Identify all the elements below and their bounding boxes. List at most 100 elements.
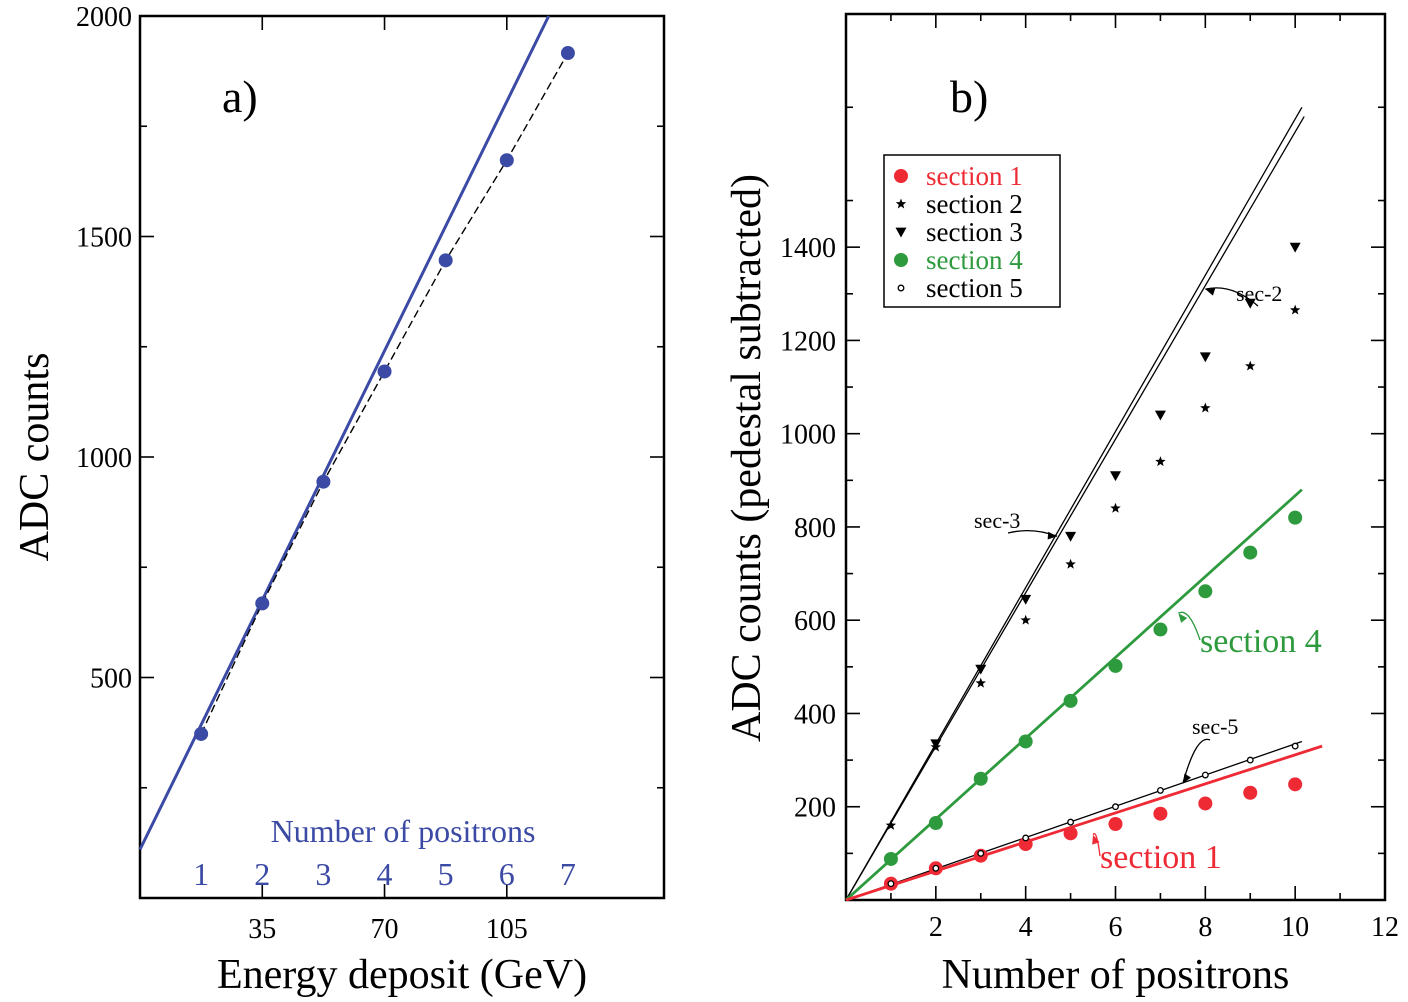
legend-label: section 3 [926, 217, 1023, 247]
data-point [1065, 558, 1076, 569]
data-point [1065, 531, 1077, 542]
annotation-label: section 1 [1100, 839, 1222, 876]
data-point [1153, 622, 1168, 637]
y-tick-label: 1000 [76, 443, 132, 474]
fit-line [845, 744, 1323, 902]
annotation-label: section 4 [1200, 623, 1322, 660]
legend-label: section 5 [926, 273, 1023, 303]
legend-marker [894, 169, 908, 183]
positron-count-label: 4 [377, 856, 393, 892]
y-tick-label: 500 [90, 664, 132, 695]
y-axis-title: ADC counts (pedestal subtracted) [724, 174, 770, 742]
y-tick-label: 400 [794, 699, 836, 730]
data-point [973, 771, 988, 786]
positron-count-label: 1 [193, 856, 209, 892]
y-tick-label: 2000 [76, 2, 132, 33]
data-point [928, 816, 943, 831]
data-dashed-line [200, 52, 569, 735]
fit-line [845, 106, 1303, 901]
data-point [1156, 786, 1164, 794]
data-point [1022, 834, 1030, 842]
y-tick-label: 1000 [780, 420, 836, 451]
annotation-arrow-head [1047, 531, 1058, 540]
data-point [977, 849, 985, 857]
annotation-label: sec-5 [1192, 714, 1238, 739]
positron-count-label: 6 [499, 856, 515, 892]
data-point [1200, 402, 1211, 413]
data-point [316, 474, 331, 489]
x-tick-label: 8 [1198, 912, 1212, 943]
annotation-arrow [1092, 833, 1101, 857]
data-point [377, 364, 392, 379]
fit-line [845, 740, 1303, 901]
data-point [1198, 796, 1213, 811]
data-point [885, 819, 897, 830]
plot-area-frame [844, 12, 1387, 902]
legend-label: section 4 [926, 245, 1023, 275]
y-tick-label: 800 [794, 513, 836, 544]
legend-marker [897, 284, 905, 292]
positron-count-label: 2 [254, 856, 270, 892]
y-tick-label: 600 [794, 606, 836, 637]
data-point [975, 677, 986, 688]
data-point [1243, 545, 1258, 560]
data-point [1201, 771, 1209, 779]
panel-b: 200 400 600 800 1000 1200 1400 2 4 6 8 10 12 Number o… [724, 12, 1399, 998]
x-axis-title: Number of positrons [942, 952, 1290, 998]
data-point [1154, 410, 1166, 421]
data-point [1112, 803, 1119, 811]
data-point [1110, 502, 1121, 513]
data-point [1018, 837, 1033, 852]
x-tick-label: 6 [1109, 912, 1123, 943]
positron-count-label: 3 [315, 856, 331, 892]
data-point [499, 153, 514, 168]
data-point [1063, 826, 1078, 841]
data-point [932, 864, 940, 872]
legend-marker [895, 198, 907, 209]
legend-box [883, 154, 1061, 308]
annotation-arrow [1205, 287, 1259, 307]
data-point [1243, 785, 1258, 800]
data-point [1110, 471, 1121, 482]
data-point [1018, 734, 1033, 749]
y-axis-title: ADC counts [12, 353, 58, 562]
data-point [1108, 658, 1123, 673]
legend-label: section 2 [926, 189, 1023, 219]
data-point [887, 880, 895, 888]
legend-marker [895, 227, 907, 238]
data-point [1153, 806, 1168, 821]
data-point [1288, 510, 1303, 525]
y-tick-label: 200 [794, 793, 836, 824]
positron-count-label: 7 [560, 856, 576, 892]
data-point [194, 726, 209, 741]
x-tick-label: 35 [248, 914, 276, 945]
data-point [1020, 594, 1032, 605]
annotation-arrow-head [1092, 834, 1100, 845]
data-point [1108, 816, 1123, 831]
data-point [438, 253, 453, 268]
data-point [883, 851, 898, 866]
data-point [1289, 242, 1301, 253]
annotation-label: sec-3 [974, 508, 1020, 533]
data-point [1288, 777, 1303, 792]
data-point [255, 596, 270, 611]
annotation-label: sec-2 [1236, 281, 1282, 306]
y-tick-label: 1400 [780, 233, 836, 264]
data-point [930, 739, 942, 750]
data-point [1199, 352, 1211, 363]
fit-line [138, 15, 551, 851]
x-tick-label: 2 [929, 912, 943, 943]
y-tick-label: 1500 [76, 223, 132, 254]
legend-label: section 1 [926, 161, 1023, 191]
annotation-arrow [1178, 611, 1201, 641]
positron-axis-title: Number of positrons [271, 813, 536, 849]
x-tick-label: 70 [371, 914, 399, 945]
y-tick-label: 1200 [780, 326, 836, 357]
data-point [560, 46, 575, 61]
data-point [1067, 818, 1075, 826]
data-point [1289, 304, 1301, 315]
data-point [1291, 742, 1299, 750]
